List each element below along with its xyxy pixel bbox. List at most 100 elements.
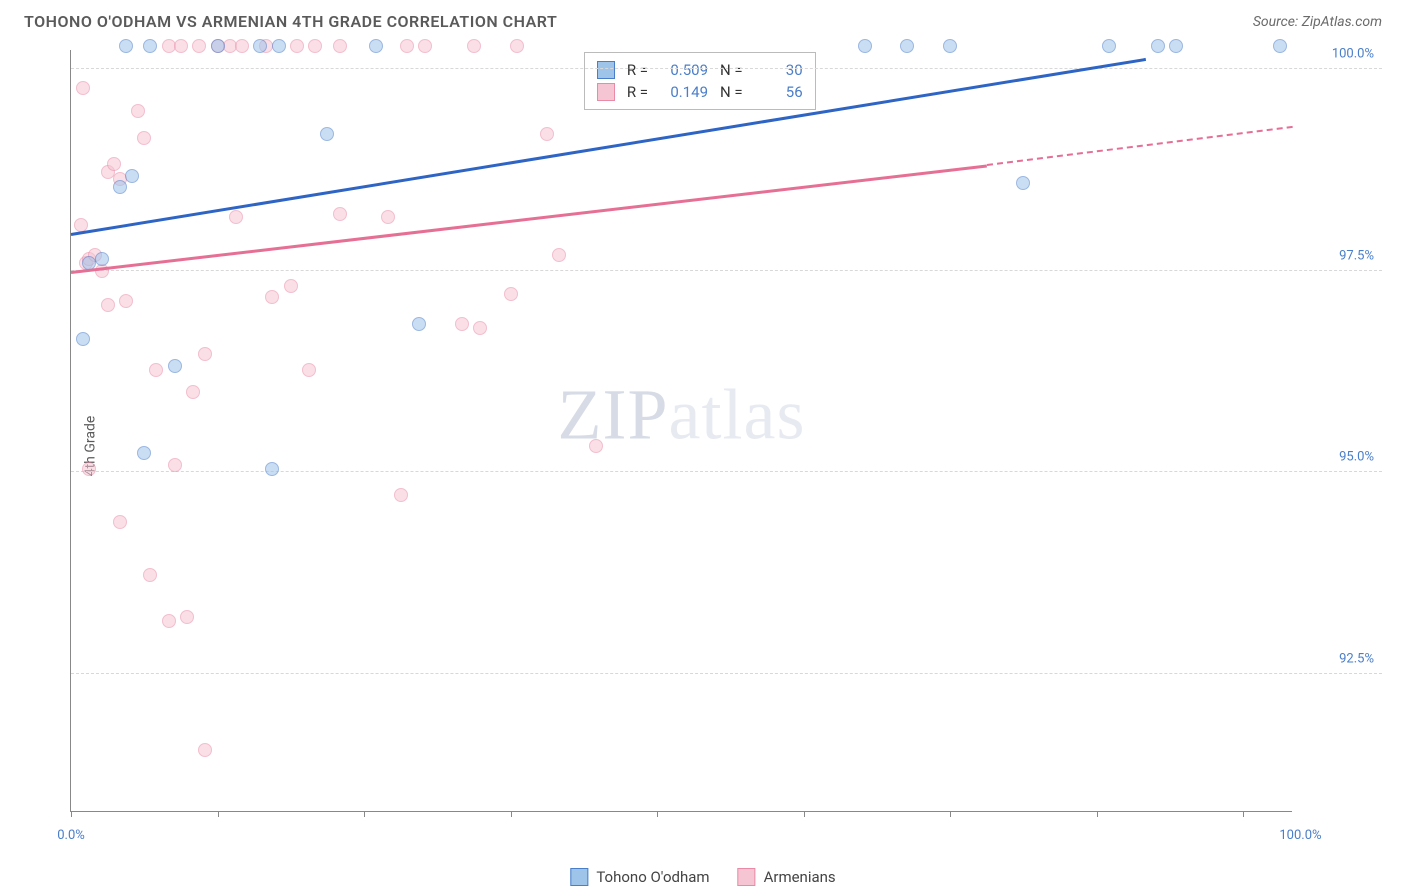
y-tick-label: 100.0% bbox=[1332, 47, 1374, 62]
scatter-point-a bbox=[943, 39, 957, 53]
scatter-point-b bbox=[107, 157, 121, 171]
scatter-point-a bbox=[858, 39, 872, 53]
x-tick bbox=[657, 811, 658, 817]
scatter-point-b bbox=[302, 363, 316, 377]
legend-label-b: Armenians bbox=[764, 868, 836, 886]
scatter-point-a bbox=[1169, 39, 1183, 53]
chart-title: TOHONO O'ODHAM VS ARMENIAN 4TH GRADE COR… bbox=[24, 12, 557, 31]
scatter-point-b bbox=[101, 298, 115, 312]
scatter-point-b bbox=[198, 347, 212, 361]
scatter-point-a bbox=[1016, 176, 1030, 190]
x-tick-label-right: 100.0% bbox=[1279, 828, 1321, 843]
scatter-point-b bbox=[168, 458, 182, 472]
scatter-point-b bbox=[162, 614, 176, 628]
scatter-point-b bbox=[143, 568, 157, 582]
stat-n-value-a: 30 bbox=[755, 61, 803, 79]
scatter-point-b bbox=[394, 488, 408, 502]
stat-r-value-b: 0.149 bbox=[660, 83, 708, 101]
scatter-point-a bbox=[137, 446, 151, 460]
scatter-point-b bbox=[308, 39, 322, 53]
plot-area: ZIPatlas R = 0.509 N = 30 R = 0.149 N = … bbox=[70, 50, 1292, 812]
scatter-point-b bbox=[229, 210, 243, 224]
gridline-h bbox=[71, 673, 1382, 674]
y-tick-label: 92.5% bbox=[1339, 652, 1374, 667]
scatter-point-b bbox=[400, 39, 414, 53]
legend-swatch-b-icon bbox=[738, 868, 756, 886]
stats-row-a: R = 0.509 N = 30 bbox=[597, 59, 803, 81]
y-tick-label: 97.5% bbox=[1339, 248, 1374, 263]
stat-r-label-b: R = bbox=[627, 83, 648, 101]
chart-header: TOHONO O'ODHAM VS ARMENIAN 4TH GRADE COR… bbox=[0, 0, 1406, 39]
scatter-point-a bbox=[113, 180, 127, 194]
scatter-point-b bbox=[137, 131, 151, 145]
stats-row-b: R = 0.149 N = 56 bbox=[597, 81, 803, 103]
scatter-point-b bbox=[381, 210, 395, 224]
x-tick bbox=[804, 811, 805, 817]
scatter-point-a bbox=[119, 39, 133, 53]
watermark-zip: ZIP bbox=[558, 375, 669, 455]
scatter-point-a bbox=[125, 169, 139, 183]
swatch-b-icon bbox=[597, 83, 615, 101]
scatter-point-b bbox=[552, 248, 566, 262]
y-tick-label: 95.0% bbox=[1339, 450, 1374, 465]
scatter-point-b bbox=[589, 439, 603, 453]
x-tick bbox=[218, 811, 219, 817]
scatter-point-b bbox=[455, 317, 469, 331]
scatter-point-b bbox=[113, 515, 127, 529]
scatter-point-b bbox=[333, 207, 347, 221]
scatter-point-b bbox=[180, 610, 194, 624]
x-tick bbox=[364, 811, 365, 817]
scatter-point-b bbox=[540, 127, 554, 141]
x-tick bbox=[511, 811, 512, 817]
scatter-point-b bbox=[149, 363, 163, 377]
scatter-point-b bbox=[198, 743, 212, 757]
scatter-point-a bbox=[253, 39, 267, 53]
scatter-point-b bbox=[174, 39, 188, 53]
scatter-point-a bbox=[95, 252, 109, 266]
legend-item-b: Armenians bbox=[738, 868, 836, 886]
scatter-point-b bbox=[265, 290, 279, 304]
stat-r-label-a: R = bbox=[627, 61, 648, 79]
x-tick bbox=[71, 811, 72, 817]
scatter-point-b bbox=[284, 279, 298, 293]
trendline-b bbox=[71, 164, 987, 274]
gridline-h bbox=[71, 270, 1382, 271]
watermark-atlas: atlas bbox=[669, 375, 806, 455]
chart-source: Source: ZipAtlas.com bbox=[1253, 14, 1382, 30]
scatter-point-b bbox=[418, 39, 432, 53]
scatter-point-b bbox=[504, 287, 518, 301]
chart-container: 4th Grade ZIPatlas R = 0.509 N = 30 R = … bbox=[50, 50, 1382, 842]
stat-n-label-b: N = bbox=[720, 83, 743, 101]
swatch-a-icon bbox=[597, 61, 615, 79]
scatter-point-b bbox=[333, 39, 347, 53]
scatter-point-a bbox=[1151, 39, 1165, 53]
scatter-point-b bbox=[290, 39, 304, 53]
scatter-point-b bbox=[473, 321, 487, 335]
trendline-b-dash bbox=[987, 126, 1292, 166]
scatter-point-a bbox=[412, 317, 426, 331]
stat-r-value-a: 0.509 bbox=[660, 61, 708, 79]
x-tick bbox=[1097, 811, 1098, 817]
scatter-point-b bbox=[76, 81, 90, 95]
scatter-point-b bbox=[192, 39, 206, 53]
scatter-point-b bbox=[186, 385, 200, 399]
x-tick-label-left: 0.0% bbox=[57, 828, 85, 843]
scatter-point-a bbox=[369, 39, 383, 53]
scatter-point-a bbox=[320, 127, 334, 141]
stat-n-value-b: 56 bbox=[755, 83, 803, 101]
scatter-point-a bbox=[265, 462, 279, 476]
scatter-point-a bbox=[211, 39, 225, 53]
scatter-point-b bbox=[131, 104, 145, 118]
stat-n-label-a: N = bbox=[720, 61, 743, 79]
scatter-point-a bbox=[143, 39, 157, 53]
scatter-point-b bbox=[82, 462, 96, 476]
legend-label-a: Tohono O'odham bbox=[596, 868, 709, 886]
x-tick bbox=[950, 811, 951, 817]
legend-swatch-a-icon bbox=[570, 868, 588, 886]
scatter-point-b bbox=[467, 39, 481, 53]
scatter-point-a bbox=[168, 359, 182, 373]
scatter-point-a bbox=[76, 332, 90, 346]
scatter-point-b bbox=[235, 39, 249, 53]
stats-legend-box: R = 0.509 N = 30 R = 0.149 N = 56 bbox=[584, 52, 816, 110]
scatter-point-b bbox=[510, 39, 524, 53]
